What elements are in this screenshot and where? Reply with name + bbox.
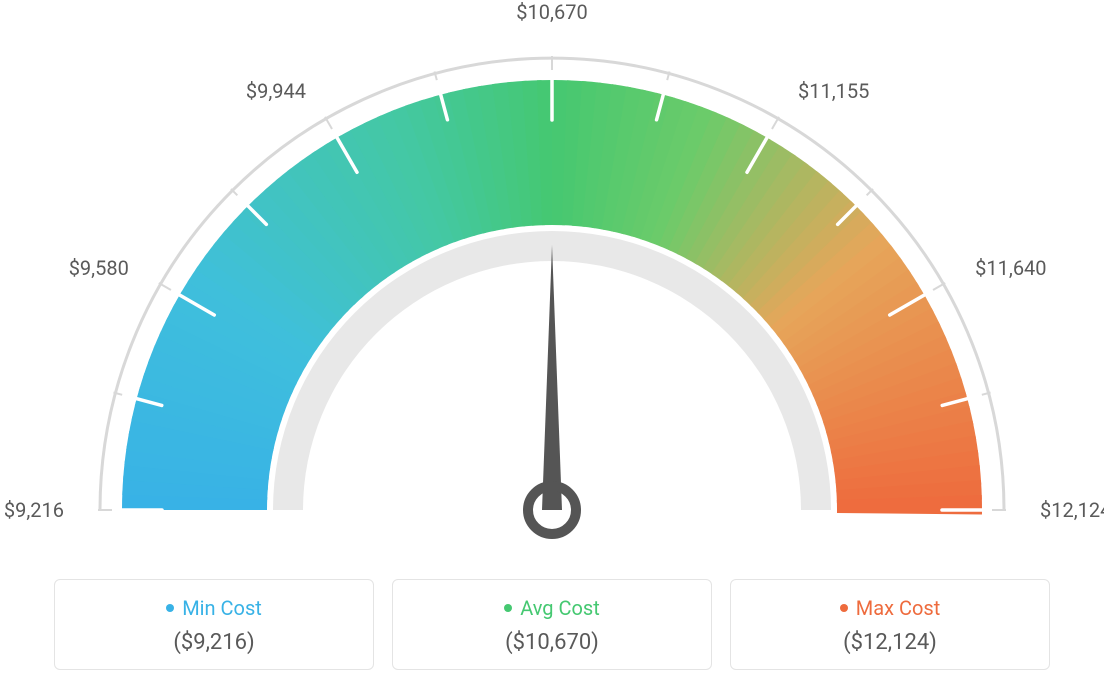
gauge-tick-label: $11,640 (975, 256, 1046, 280)
legend-title-avg: Avg Cost (504, 596, 600, 620)
legend-label-max: Max Cost (856, 596, 941, 620)
legend-card-avg: Avg Cost ($10,670) (392, 579, 712, 670)
legend-title-max: Max Cost (840, 596, 941, 620)
gauge-tick-label: $9,580 (69, 256, 129, 280)
gauge-chart-container: $9,216 $9,580 $9,944 $10,670 $11,155 $11,640 $… (0, 0, 1104, 690)
legend-row: Min Cost ($9,216) Avg Cost ($10,670) Max… (0, 579, 1104, 670)
gauge-tick-label: $10,670 (516, 0, 587, 24)
legend-value-min: ($9,216) (67, 630, 361, 655)
gauge-tick-label: $9,944 (246, 79, 306, 103)
legend-card-max: Max Cost ($12,124) (730, 579, 1050, 670)
legend-value-avg: ($10,670) (405, 630, 699, 655)
gauge-tick-label: $11,155 (798, 79, 869, 103)
legend-value-max: ($12,124) (743, 630, 1037, 655)
legend-label-avg: Avg Cost (520, 596, 600, 620)
dot-icon-max (840, 604, 848, 612)
gauge-svg (0, 0, 1104, 555)
legend-title-min: Min Cost (166, 596, 262, 620)
gauge-area: $9,216 $9,580 $9,944 $10,670 $11,155 $11,640 $… (0, 0, 1104, 555)
gauge-tick-label: $12,124 (1040, 498, 1104, 522)
gauge-tick-label: $9,216 (4, 498, 64, 522)
legend-card-min: Min Cost ($9,216) (54, 579, 374, 670)
legend-label-min: Min Cost (182, 596, 262, 620)
dot-icon-min (166, 604, 174, 612)
dot-icon-avg (504, 604, 512, 612)
